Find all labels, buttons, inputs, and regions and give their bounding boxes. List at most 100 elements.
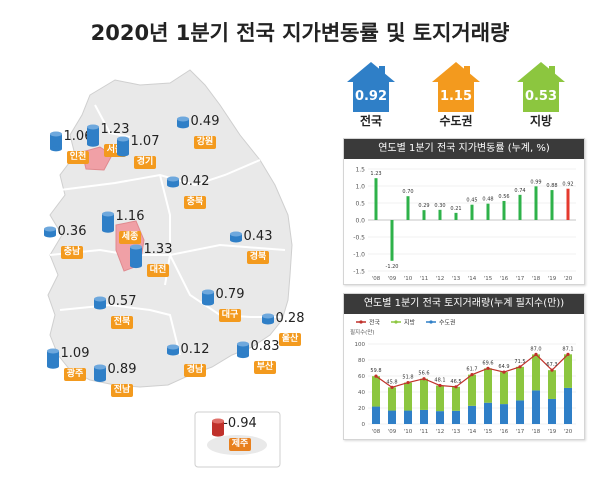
x-tick-label: '17 [516,276,525,282]
total-point [390,385,394,389]
region-4: 0.42 충북 [165,175,225,209]
region-value: 0.89 [107,362,137,377]
bar-local [388,387,396,411]
x-tick-label: '08 [372,429,381,435]
summary-house-2: 0.53 [517,62,565,112]
y-tick-label: 80 [358,358,365,364]
region-cylinder [130,244,142,269]
x-tick-label: '19 [548,276,557,282]
bar-capital [404,410,412,424]
bar [502,200,506,220]
summary-label: 지방 [529,114,553,128]
region-cylinder [237,341,249,359]
region-8: 0.43 경북 [228,230,288,264]
region-label: 충남 [60,246,84,259]
summary-house-1: 1.15 [432,62,480,112]
region-5: 1.16 세종 [100,210,160,244]
legend-label: 수도권 [439,319,456,327]
region-value: 0.28 [275,311,305,326]
data-label: 59.8 [370,368,381,374]
x-tick-label: '16 [500,276,509,282]
region-cylinder [87,124,99,147]
bar-local [436,385,444,412]
region-label: 대전 [146,264,170,277]
data-label: 56.6 [418,371,429,377]
region-11: 0.28 울산 [260,312,320,346]
bar [390,220,394,261]
region-value: 1.16 [115,209,145,224]
data-label: 0.74 [514,188,525,194]
x-tick-label: '18 [532,429,541,435]
summary-value: 0.53 [525,89,557,104]
y-tick-label: 0.5 [355,201,365,208]
bar [518,194,522,220]
land-transaction-chart: 연도별 1분기 전국 토지거래량(누계 필지수(만)) 전국 지방 수도권 필지수(만… [343,293,585,440]
data-label: 0.70 [402,189,413,195]
data-label: 67.3 [546,362,557,368]
bar [406,196,410,220]
region-6: 1.33 대전 [128,243,188,277]
bar [454,212,458,220]
bar [534,186,538,220]
x-tick-label: '11 [420,429,429,435]
region-cylinder [102,211,114,233]
total-point [422,377,426,381]
region-label: 전북 [110,316,134,329]
y-tick-label: -0.5 [353,235,365,242]
region-3: 0.49 강원 [175,115,235,149]
region-label: 전남 [110,384,134,397]
summary-house-0: 0.92 [347,62,395,112]
bar-local [548,370,556,399]
data-label: 0.56 [498,194,509,200]
region-12: 1.09 광주 [45,347,105,381]
land-change-chart-title: 연도별 1분기 전국 지가변동률 (누계, %) [344,139,584,159]
region-label: 충북 [183,196,207,209]
bar [566,188,570,220]
region-cylinder [117,136,129,157]
x-tick-label: '20 [564,276,573,282]
x-tick-label: '17 [516,429,525,435]
region-15: 0.83 부산 [235,340,295,374]
data-label: 0.48 [482,197,493,203]
bar-capital [452,410,460,424]
region-cylinder [47,348,59,369]
y-tick-label: 100 [355,342,366,348]
x-tick-label: '15 [484,429,493,435]
region-value: 0.42 [180,174,210,189]
land-transaction-chart-title: 연도별 1분기 전국 토지거래량(누계 필지수(만)) [344,294,584,314]
region-label: 경남 [183,364,207,377]
y-tick-label: 1.0 [355,184,365,191]
bar-capital [388,410,396,424]
data-label: 69.6 [482,360,493,366]
data-label: 0.45 [466,198,477,204]
summary-value: 0.92 [355,89,387,104]
x-tick-label: '15 [484,276,493,282]
total-point [550,368,554,372]
data-label: 61.7 [466,367,477,373]
region-value: -0.94 [223,416,257,431]
bar-local [532,354,540,391]
data-label: 71.5 [514,359,525,365]
bar-capital [484,402,492,424]
x-tick-label: '09 [388,276,397,282]
bar-capital [372,406,380,424]
bar [486,203,490,220]
region-13: 0.89 전남 [92,363,152,397]
bar-local [468,374,476,406]
x-tick-label: '18 [532,276,541,282]
y-tick-label: 0.0 [355,218,365,225]
region-value: 1.23 [100,122,130,137]
total-point [518,365,522,369]
bar [438,209,442,220]
total-point [406,380,410,385]
y-tick-label: 40 [358,390,365,396]
land-change-chart: 연도별 1분기 전국 지가변동률 (누계, %) -1.5 -1.0 -0.5 0.0… [343,138,585,285]
y-tick-label: 60 [358,374,365,380]
region-16: -0.94 제주 [210,417,270,451]
total-point [534,352,538,356]
region-cylinder [44,226,56,238]
region-2: 1.07 경기 [115,135,175,169]
bar-capital [548,398,556,424]
region-label: 강원 [193,136,217,149]
